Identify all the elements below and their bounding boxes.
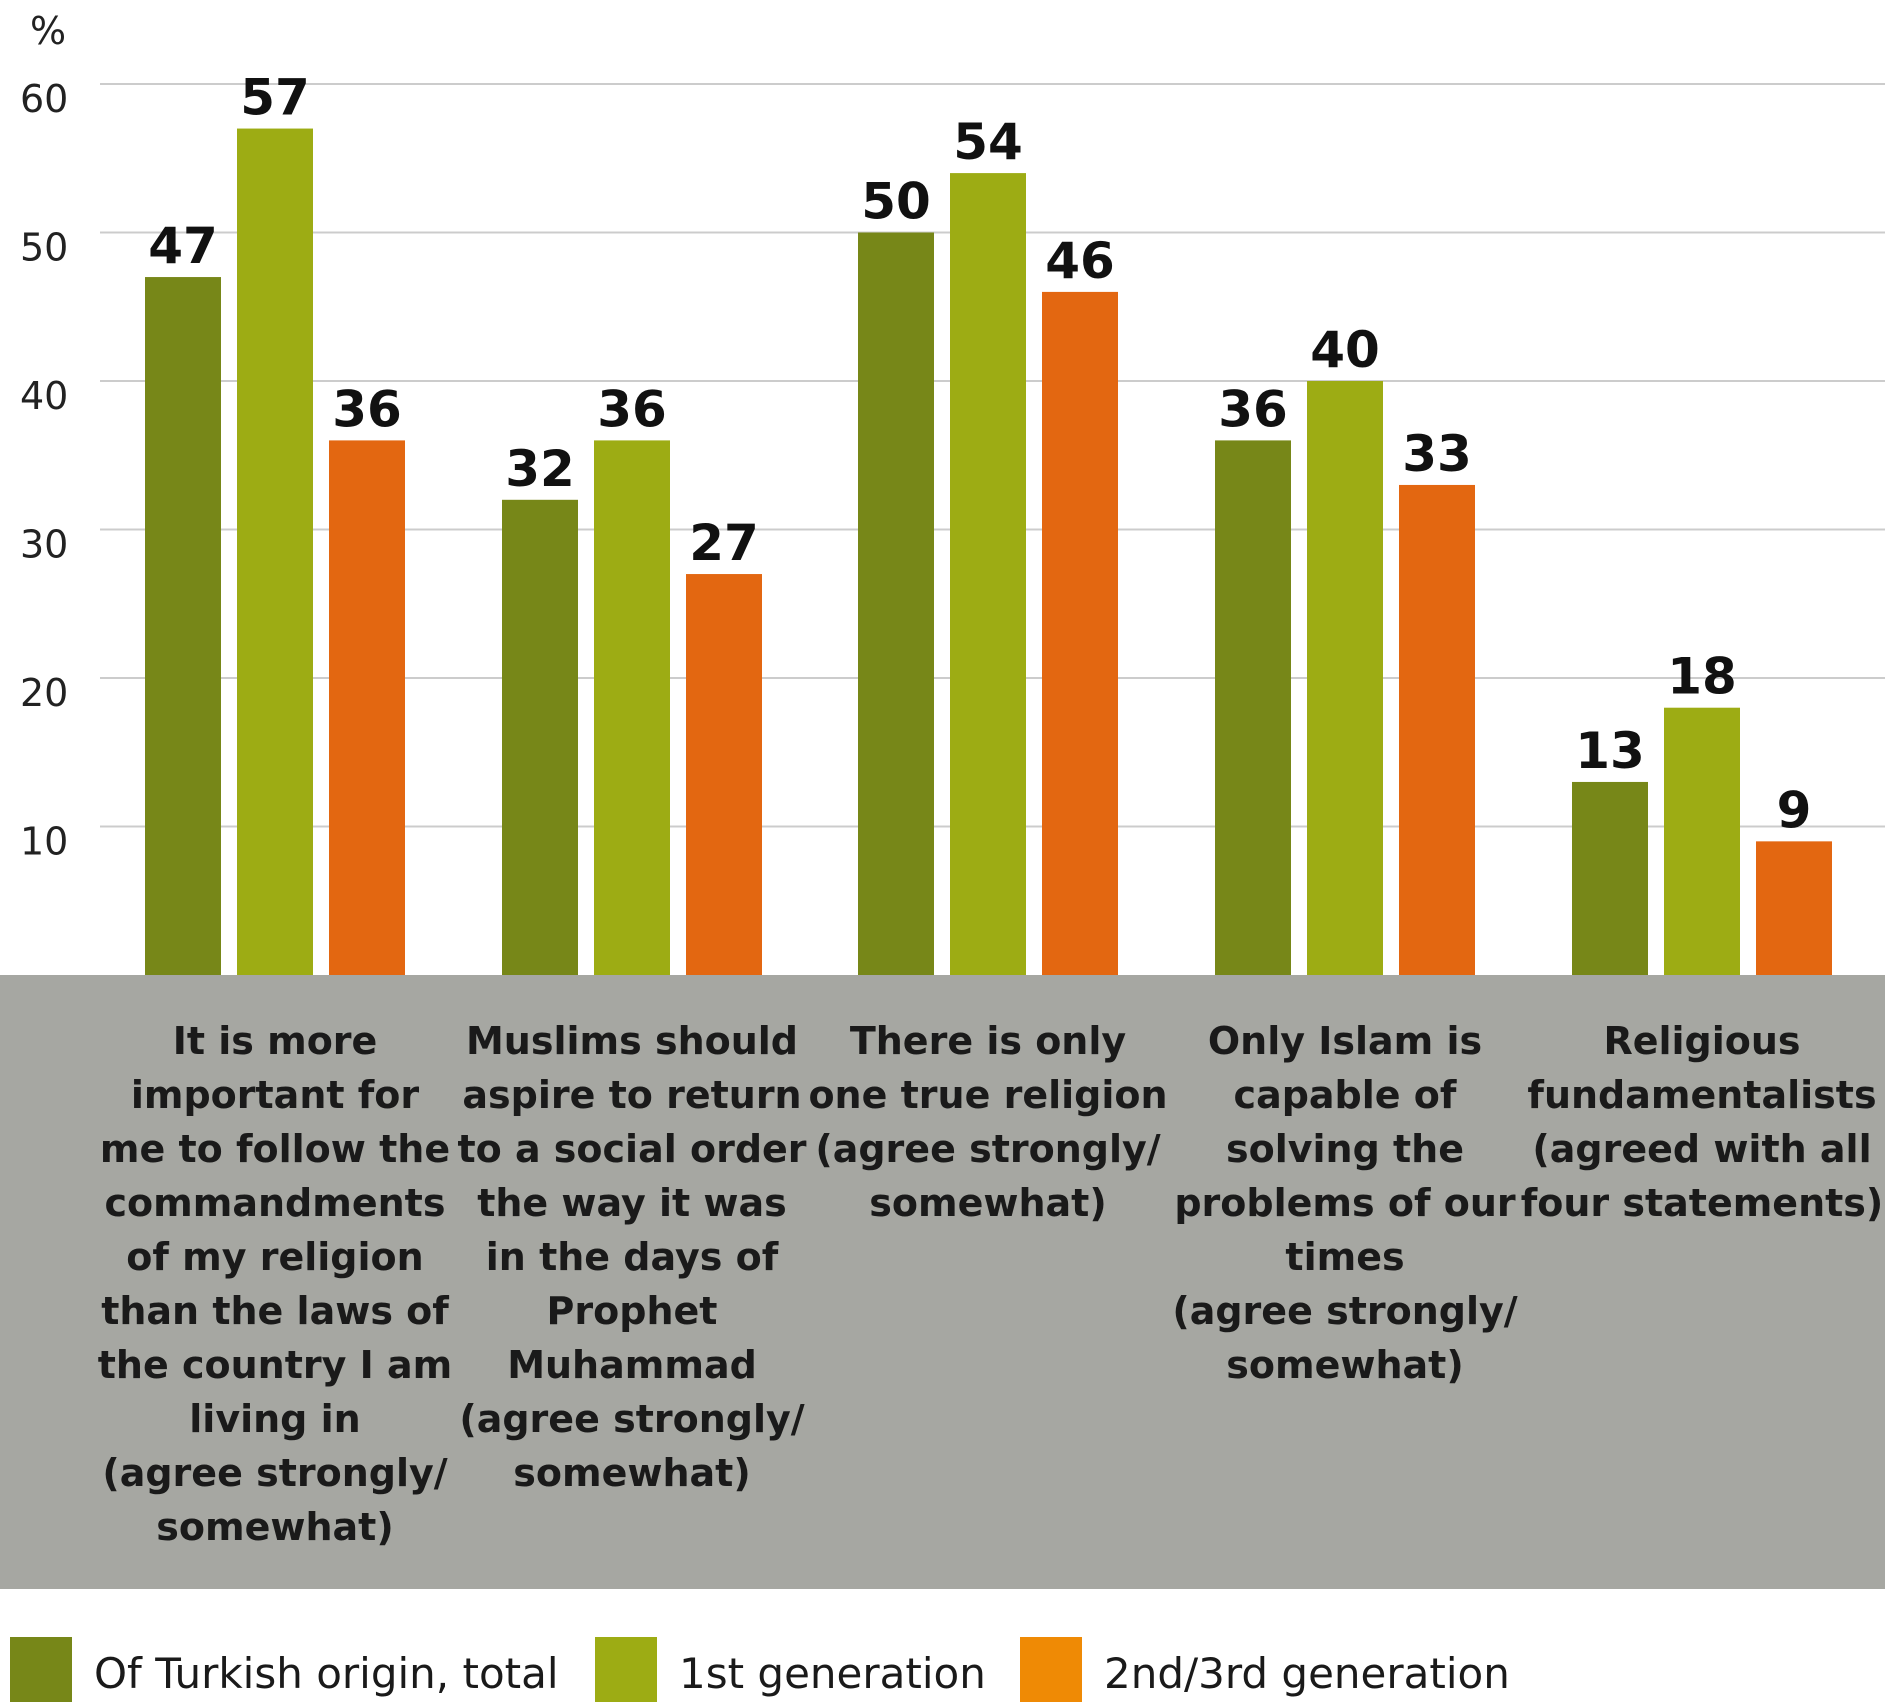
bar	[686, 574, 762, 975]
category-label-line: four statements)	[1521, 1181, 1884, 1225]
category-label-line: (agree strongly/	[1172, 1289, 1517, 1333]
value-label: 32	[505, 440, 575, 498]
category-label: It is more important for me to follow the c…	[98, 1019, 452, 1549]
y-tick-label: 20	[20, 671, 68, 715]
category-label-line: important for	[131, 1073, 420, 1117]
category-label-line: living in	[189, 1397, 360, 1441]
category-label-line: Only Islam is	[1208, 1019, 1482, 1063]
category-label: There is only one true religion (agree str…	[808, 1019, 1167, 1225]
category-label-line: me to follow the	[100, 1127, 450, 1171]
value-label: 57	[240, 69, 310, 127]
bar	[237, 128, 313, 976]
bar	[145, 277, 221, 975]
category-label-line: than the laws of	[101, 1289, 449, 1333]
category-label-line: capable of	[1234, 1073, 1457, 1117]
legend-swatch	[1020, 1637, 1082, 1702]
bar	[1756, 841, 1832, 975]
category-label-line: somewhat)	[869, 1181, 1106, 1225]
bars	[145, 128, 1832, 976]
category-label-line: (agree strongly/	[815, 1127, 1160, 1171]
category-label: Only Islam is capable of solving the proble…	[1172, 1019, 1517, 1387]
legend: Of Turkish origin, total 1st generation 2n…	[10, 1637, 1510, 1702]
legend-swatch	[595, 1637, 657, 1702]
category-label-line: Muslims should	[466, 1019, 798, 1063]
bar	[329, 440, 405, 975]
value-label: 36	[1218, 380, 1288, 438]
category-label-line: (agree strongly/	[102, 1451, 447, 1495]
category-label-line: one true religion	[808, 1073, 1167, 1117]
bar	[1399, 484, 1475, 975]
y-unit-label: %	[30, 9, 66, 53]
category-label-line: somewhat)	[1226, 1343, 1463, 1387]
y-axis-ticks: 10 20 30 40 50 60	[20, 77, 68, 864]
bar	[502, 499, 578, 975]
category-label-line: fundamentalists	[1527, 1073, 1876, 1117]
category-band	[0, 975, 1885, 1589]
legend-label: 1st generation	[679, 1649, 986, 1698]
category-label-line: commandments	[105, 1181, 446, 1225]
y-tick-label: 50	[20, 226, 68, 270]
value-labels: 47 32 50 36 13 57 36 54 40 18 36 27 46 33 9	[148, 69, 1811, 840]
bar	[950, 173, 1026, 976]
value-label: 54	[953, 113, 1023, 171]
category-label-line: solving the	[1226, 1127, 1464, 1171]
category-label-line: the country I am	[98, 1343, 452, 1387]
category-label-line: Religious	[1603, 1019, 1800, 1063]
category-label: Religious fundamentalists (agreed with all…	[1521, 1019, 1884, 1225]
legend-swatch	[10, 1637, 72, 1702]
category-label-line: (agree strongly/	[459, 1397, 804, 1441]
value-label: 13	[1575, 722, 1645, 780]
bar	[1215, 440, 1291, 975]
bar	[1307, 381, 1383, 975]
category-label-line: times	[1285, 1235, 1404, 1279]
y-tick-label: 60	[20, 77, 68, 121]
value-label: 36	[332, 380, 402, 438]
bar	[1042, 291, 1118, 975]
bar	[1664, 707, 1740, 975]
category-label-line: There is only	[850, 1019, 1127, 1063]
category-label-line: of my religion	[126, 1235, 423, 1279]
bar	[858, 232, 934, 975]
value-label: 18	[1667, 648, 1737, 706]
value-label: 46	[1045, 232, 1115, 290]
category-label-line: somewhat)	[513, 1451, 750, 1495]
category-label-line: to a social order	[457, 1127, 806, 1171]
category-labels: It is more important for me to follow the c…	[98, 1019, 1884, 1549]
category-label-line: somewhat)	[156, 1505, 393, 1549]
y-tick-label: 40	[20, 374, 68, 418]
value-label: 36	[597, 380, 667, 438]
value-label: 33	[1402, 425, 1472, 483]
category-label-line: (agreed with all	[1532, 1127, 1871, 1171]
legend-label: 2nd/3rd generation	[1104, 1649, 1510, 1698]
category-label-line: Muhammad	[507, 1343, 757, 1387]
category-label-line: in the days of	[486, 1235, 779, 1279]
category-label-line: the way it was	[477, 1181, 787, 1225]
category-label: Muslims should aspire to return to a socia…	[457, 1019, 806, 1495]
value-label: 50	[861, 173, 931, 231]
category-label-line: It is more	[173, 1019, 378, 1063]
value-label: 47	[148, 217, 218, 275]
category-label-line: aspire to return	[462, 1073, 801, 1117]
bar	[594, 440, 670, 975]
y-tick-label: 10	[20, 820, 68, 864]
legend-label: Of Turkish origin, total	[94, 1649, 559, 1698]
value-label: 27	[689, 514, 759, 572]
y-tick-label: 30	[20, 523, 68, 567]
category-label-line: Prophet	[547, 1289, 718, 1333]
value-label: 9	[1777, 781, 1812, 839]
category-label-line: problems of our	[1174, 1181, 1516, 1225]
value-label: 40	[1310, 321, 1380, 379]
bar	[1572, 781, 1648, 975]
